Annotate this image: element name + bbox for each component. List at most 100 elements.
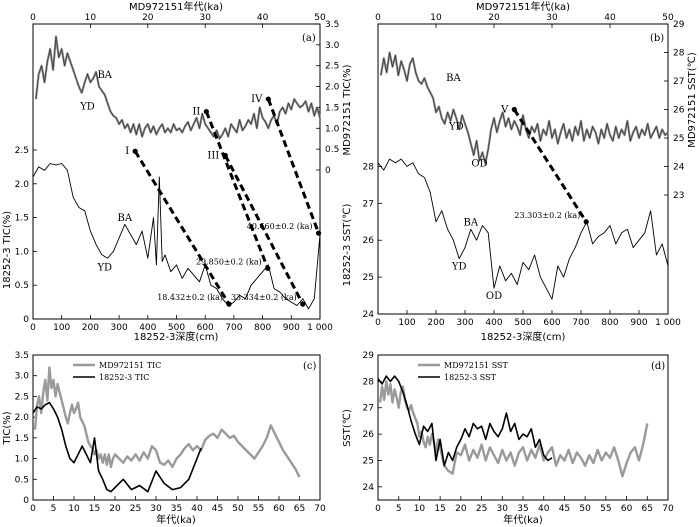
panel-b-event-label: YD [448, 121, 464, 132]
panel-b-tie-roman-label: V [500, 105, 509, 116]
panel-d-x-tick-label: 15 [434, 504, 445, 514]
panel-a-tie-line [204, 111, 270, 269]
panel-a-plot: 0 10 20 30 40 500 100 200 300 400 500 600 700 800 900 1… [15, 13, 340, 333]
panel-a-bottom-tick-label: 300 [111, 323, 128, 333]
panel-c-x-tick-label: 10 [68, 504, 80, 514]
panel-b-right-tick-label: 27 [673, 77, 684, 87]
panel-d-x-tick-label: 65 [642, 504, 653, 514]
panel-c-y-tick-label: 0 [23, 496, 29, 506]
panel-a-tie-point-top [222, 152, 228, 158]
panel-a-right-axis-label: MD972151 TIC(%) [342, 64, 353, 155]
panel-d-x-tick-label: 25 [476, 504, 487, 514]
panel-a-event-label: BA [97, 70, 112, 81]
panel-a-tie-point-bottom [300, 301, 306, 307]
panel-d-x-tick-label: 35 [517, 504, 528, 514]
panel-c-y-tick-label: 3.5 [15, 351, 29, 361]
panel-a-right-tick-label: 1.0 [325, 124, 340, 134]
panel-a-tie-point-top [132, 148, 138, 154]
panel-a-right-tick-label: 1.5 [325, 103, 339, 113]
panel-a-tie-point-bottom [265, 265, 271, 271]
panel-d-x-tick-label: 45 [559, 504, 570, 514]
panel-b-event-label: BA [464, 217, 479, 228]
panel-a-bottom-tick-label: 700 [225, 323, 242, 333]
panel-b-tag: (b) [650, 33, 664, 44]
panel-a-right-tick-label: 2.5 [325, 62, 339, 72]
panel-c-tag: (c) [303, 361, 317, 372]
panel-a-tie-line [133, 150, 231, 305]
panel-b-bottom-tick-label: 300 [456, 318, 473, 328]
panel-c-series-line [32, 401, 202, 493]
panel-b-top-tick-label: 20 [488, 13, 500, 23]
panel-a-left-tick-label: 0 [23, 315, 29, 325]
panel-b-tie-point-top [511, 106, 517, 113]
panel-b-left-tick-label: 26 [363, 236, 375, 246]
panel-c-x-tick-label: 65 [294, 504, 305, 514]
panel-c-x-tick-label: 45 [212, 504, 223, 514]
panel-b-bottom-tick-label: 400 [485, 318, 502, 328]
panel-a-top-tick-label: 50 [314, 13, 326, 23]
panel-b-left-tick-label: 28 [363, 162, 375, 172]
panel-a-event-label: YD [96, 262, 112, 273]
panel-a-event-label: BA [118, 213, 133, 224]
panel-a-tag: (a) [302, 33, 316, 44]
panel-b-bottom-tick-label: 600 [543, 318, 560, 328]
panel-c-x-tick-label: 55 [253, 504, 264, 514]
panel-b-right-tick-label: 28 [673, 49, 685, 59]
panel-b-event-label: OD [471, 159, 487, 170]
panel-a-right-tick-label: 2.0 [325, 83, 340, 93]
panel-c-series-line [33, 366, 301, 478]
panel-a-tie-line [223, 154, 305, 305]
panel-a-frame [32, 23, 321, 320]
panel-a-tie-age-label: 18.432±0.2 (ka) [157, 293, 223, 302]
panel-d-x-tick-label: 55 [600, 504, 611, 514]
panel-a-tie-age-label: 33.334±0.2 (ka) [231, 293, 297, 302]
panel-a-bottom-tick-label: 800 [254, 323, 271, 333]
panel-b-top-tick-label: 40 [604, 13, 616, 23]
panel-d-y-tick-label: 25 [363, 456, 374, 466]
panel-b-tie-point-bottom [583, 219, 589, 225]
panel-a-right-tick-label: 3.0 [325, 41, 340, 51]
panel-c-x-tick-label: 35 [171, 504, 182, 514]
panel-b-left-tick-label: 27 [363, 199, 374, 209]
panel-b-bottom-tick-label: 900 [630, 318, 647, 328]
panel-b-plot: 0 10 20 30 40 500 100 200 300 400 500 600 700 800 900 1… [363, 13, 685, 328]
panel-b-right-tick-label: 23 [673, 191, 684, 201]
panel-b-left-axis-label: 18252-3 SST(℃) [342, 204, 353, 287]
panel-b-top-series-line [379, 51, 669, 165]
panel-b-tie-line [513, 108, 588, 223]
panel-c-y-tick-label: 1.0 [15, 455, 30, 465]
panel-a-tie-point-top [203, 109, 209, 115]
panel-d-y-tick-label: 26 [363, 430, 375, 440]
panel-a-left-tick-label: 1.0 [15, 247, 30, 257]
panel-b-left-tick-label: 24 [363, 310, 375, 320]
panel-c-x-tick-label: 70 [314, 504, 326, 514]
panel-c-ylabel: TIC(%) [2, 411, 13, 445]
panel-b-bottom-tick-label: 100 [398, 318, 415, 328]
panel-d-plot: 0 5 10 15 20 25 30 35 40 45 50 55 60 65 70 24 25 26 27 28 29… [363, 351, 674, 514]
panel-d-legend-label: MD972151 SST [444, 361, 509, 370]
panel-a-bottom-series-line [32, 163, 321, 310]
panel-a-top-tick-label: 20 [142, 13, 154, 23]
panel-a-left-tick-label: 1.5 [15, 214, 29, 224]
panel-a-tie-line [266, 98, 320, 234]
panel-d-x-tick-label: 60 [621, 504, 633, 514]
panel-b-frame [377, 23, 669, 315]
panel-b-top-series-trend [380, 52, 669, 164]
panel-a-right-tick-label: 0 [325, 166, 331, 176]
panel-b-bottom-tick-label: 1 000 [655, 318, 681, 328]
panel-c-x-tick-label: 30 [150, 504, 162, 514]
panel-b: MD972151年代(ka) 18252-3深度(cm) 18252-3 SST… [342, 0, 698, 343]
panel-c-x-tick-label: 60 [273, 504, 285, 514]
panel-b-event-label: BA [446, 73, 461, 84]
panel-a-bottom-tick-label: 900 [283, 323, 300, 333]
panel-b-top-tick-label: 0 [375, 13, 381, 23]
panel-a-bottom-tick-label: 400 [139, 323, 156, 333]
panel-b-bottom-axis-label: 18252-3深度(cm) [481, 330, 566, 343]
panel-d-x-tick-label: 0 [375, 504, 381, 514]
panel-d-x-tick-label: 40 [538, 504, 550, 514]
panel-d: 年代(ka) SST(℃) (d) [342, 354, 669, 526]
panel-a-tie-roman-label: III [207, 150, 219, 161]
panel-c-legend-label: MD972151 TIC [99, 361, 161, 370]
panel-a-event-label: YD [79, 102, 95, 113]
